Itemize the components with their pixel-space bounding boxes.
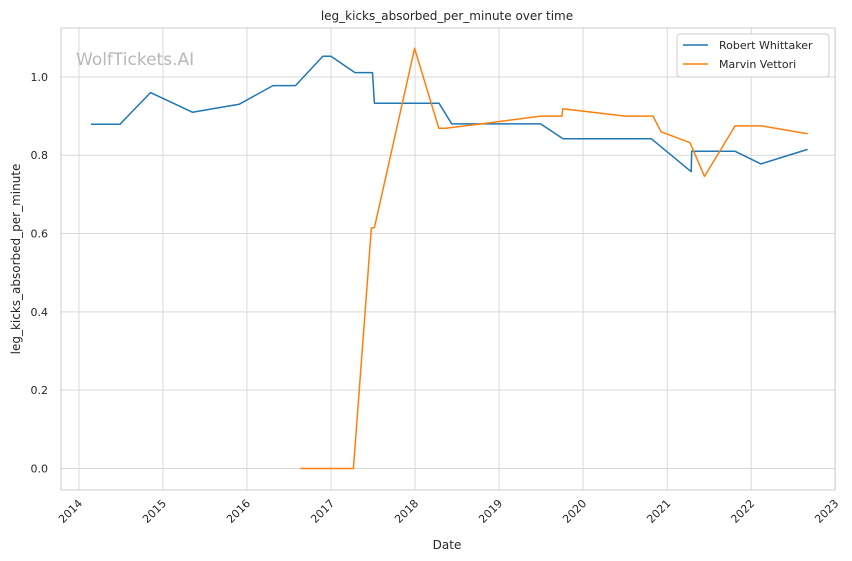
x-axis-label: Date <box>433 538 462 552</box>
legend-box <box>676 33 830 78</box>
legend-label-vettori: Marvin Vettori <box>719 58 796 71</box>
y-tick-label: 0.8 <box>31 149 49 162</box>
legend: Robert Whittaker Marvin Vettori <box>676 33 830 78</box>
y-tick-label: 0.6 <box>31 228 49 241</box>
y-tick-label: 1.0 <box>31 71 49 84</box>
series-line-0 <box>90 55 808 173</box>
series-line-1 <box>300 47 808 470</box>
series-layer <box>90 47 808 470</box>
y-tick-label: 0.4 <box>31 306 49 319</box>
watermark: WolfTickets.AI <box>76 50 194 70</box>
y-tick-labels: 0.0 0.2 0.4 0.6 0.8 1.0 <box>31 71 49 476</box>
chart-title: leg_kicks_absorbed_per_minute over time <box>321 9 573 23</box>
legend-label-whittaker: Robert Whittaker <box>719 39 813 52</box>
y-tick-label: 0.0 <box>31 462 49 475</box>
x-tick-labels: 2014 2015 2016 2017 2018 2019 2020 2021 2022 2023 <box>56 497 841 526</box>
plot-frame <box>60 27 836 491</box>
y-tick-label: 0.2 <box>31 384 49 397</box>
y-axis-label: leg_kicks_absorbed_per_minute <box>9 164 23 355</box>
